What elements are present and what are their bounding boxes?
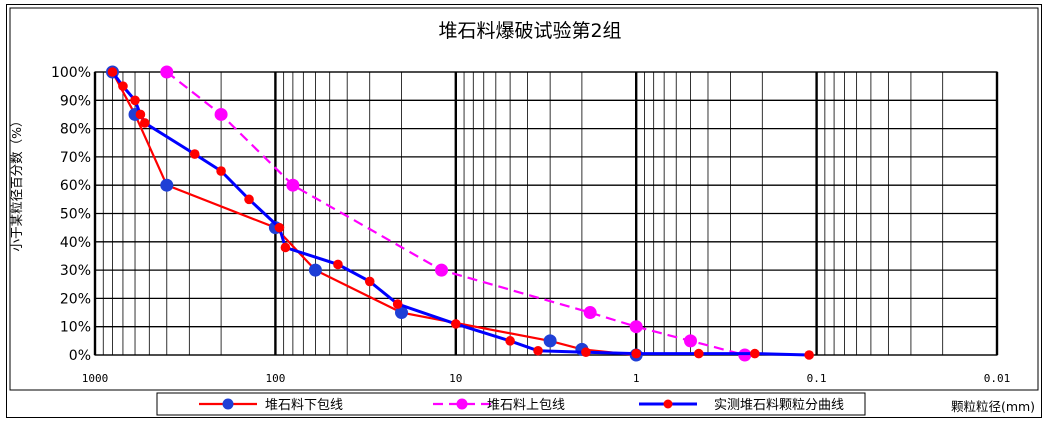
y-tick-label: 60% — [60, 178, 91, 194]
legend-marker — [456, 398, 468, 410]
y-tick-labels: 0% 10% 20% 30% 40% 50% 60% 70% 80% 90% 100% — [51, 65, 91, 364]
legend-label: 堆石料下包线 — [265, 398, 343, 413]
y-tick-label: 80% — [60, 122, 91, 138]
data-point — [130, 95, 140, 106]
data-point — [392, 299, 403, 309]
data-point — [451, 319, 461, 329]
data-point — [139, 118, 150, 128]
x-tick-label: 100 — [265, 372, 285, 385]
data-point — [286, 178, 300, 192]
data-point — [364, 276, 375, 287]
chart-area-border — [9, 7, 1039, 391]
data-point — [214, 107, 228, 121]
data-point — [583, 306, 597, 320]
legend-box — [156, 392, 866, 416]
y-axis-label: 小于某粒径百分数（%） — [9, 115, 24, 252]
data-point — [804, 350, 814, 360]
y-tick-label: 100% — [51, 65, 91, 81]
chart-svg: 堆石料爆破试验第2组 1000 100 10 1 0.1 0.01 0% 10% 20% 30%… — [9, 7, 1039, 416]
data-point — [533, 345, 543, 356]
data-point — [280, 242, 291, 253]
data-point — [216, 166, 226, 176]
data-point — [333, 259, 343, 270]
y-tick-label: 90% — [60, 93, 91, 109]
legend-marker — [663, 399, 673, 409]
data-point — [135, 109, 146, 120]
data-point — [750, 348, 760, 359]
x-tick-label: 0.01 — [984, 372, 1011, 385]
data-point — [435, 263, 449, 277]
data-point — [244, 194, 254, 205]
x-tick-label: 1000 — [82, 372, 109, 385]
y-tick-label: 10% — [60, 320, 91, 336]
x-tick-label: 1 — [633, 372, 640, 385]
legend-marker — [222, 398, 234, 410]
data-point — [629, 320, 643, 334]
data-point — [631, 348, 641, 359]
chart-frame: 堆石料爆破试验第2组 1000 100 10 1 0.1 0.01 0% 10% 20% 30%… — [6, 4, 1042, 418]
data-point — [394, 306, 408, 320]
series-3 — [107, 67, 814, 360]
legend-label: 堆石料上包线 — [487, 398, 565, 413]
y-tick-label: 20% — [60, 291, 91, 307]
data-point — [160, 178, 174, 192]
data-point — [274, 222, 285, 233]
y-tick-label: 50% — [60, 207, 91, 223]
chart-title: 堆石料爆破试验第2组 — [438, 20, 621, 42]
y-tick-label: 70% — [60, 150, 91, 166]
data-point — [684, 334, 698, 348]
legend-label: 实测堆石料颗粒分曲线 — [714, 398, 844, 413]
data-point — [189, 149, 200, 159]
data-point — [693, 348, 704, 359]
data-point — [118, 81, 128, 91]
data-point — [308, 263, 322, 277]
series-layer — [105, 65, 814, 362]
x-tick-labels: 1000 100 10 1 0.1 0.01 — [82, 372, 1011, 385]
data-point — [107, 67, 118, 77]
data-point — [581, 347, 591, 357]
data-point — [505, 336, 515, 346]
x-tick-label: 10 — [449, 372, 462, 385]
legend-items: 堆石料下包线 堆石料上包线 实测堆石料颗粒分曲线 — [199, 398, 844, 413]
grid-layer — [93, 71, 999, 356]
y-tick-label: 30% — [60, 263, 91, 279]
data-point — [160, 65, 174, 79]
legend: 堆石料下包线 堆石料上包线 实测堆石料颗粒分曲线 — [156, 392, 866, 416]
series-line — [166, 71, 746, 357]
series-2 — [160, 65, 752, 362]
y-tick-label: 0% — [69, 348, 91, 364]
plot-border — [94, 71, 998, 356]
legend-item-2: 堆石料上包线 — [433, 398, 565, 413]
y-tick-label: 40% — [60, 235, 91, 251]
data-point — [543, 334, 557, 348]
legend-item-1: 堆石料下包线 — [199, 398, 343, 413]
legend-item-3: 实测堆石料颗粒分曲线 — [639, 398, 844, 413]
x-axis-label: 颗粒粒径(mm) — [951, 399, 1035, 414]
x-tick-label: 0.1 — [807, 372, 827, 385]
